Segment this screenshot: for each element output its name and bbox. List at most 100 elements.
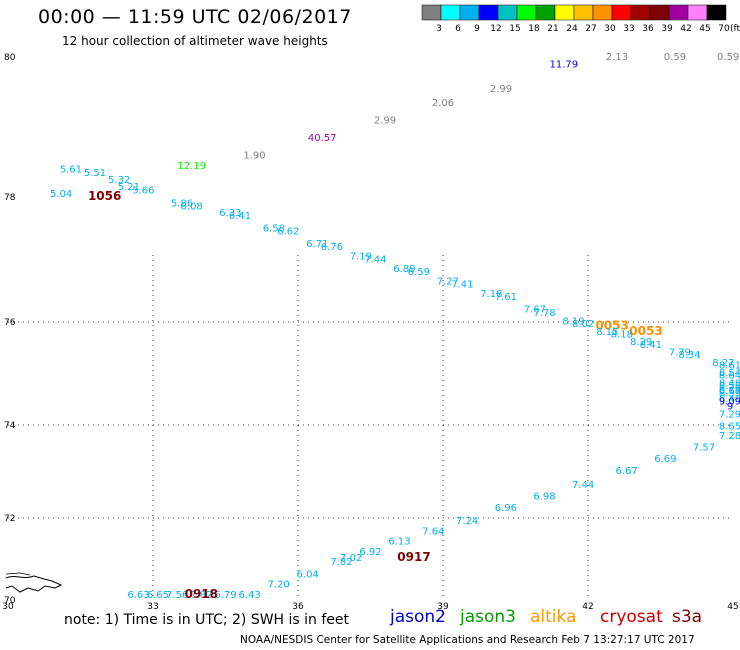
observation-labels: 5.61 5.515.325.215.66 5.04 1056 12.19 1.90 40.…	[50, 52, 740, 601]
wave-height-label: 5.66	[132, 186, 154, 197]
colorbar-label: 45	[699, 24, 710, 34]
legend-altika: altika	[530, 607, 577, 627]
wave-height-label: 7.57	[693, 443, 715, 454]
wave-height-label: 7.61	[495, 292, 517, 303]
colorbar-label: 70	[718, 24, 730, 34]
longitude-label: 30	[2, 602, 14, 612]
wave-height-label: 8.64	[719, 371, 740, 382]
wave-height-label: 8.15	[596, 327, 618, 338]
latitude-label: 74	[4, 421, 16, 431]
wave-height-label: 8.61	[719, 360, 740, 371]
wave-height-label: 6.71	[306, 239, 328, 250]
wave-height-label: 6.33	[219, 208, 241, 219]
colorbar-swatch	[516, 4, 537, 21]
wave-height-label: 7.24	[456, 516, 478, 527]
wave-height-label: 9.09	[719, 396, 740, 407]
colorbar-swatch	[706, 4, 727, 21]
wave-height-label: 6.89	[393, 264, 415, 275]
wave-height-label: 6.08	[181, 202, 203, 213]
wave-height-label: 7.64	[422, 526, 444, 537]
wave-height-label: 5.86	[171, 198, 193, 209]
wave-height-label: 7.82	[330, 557, 352, 568]
wave-height-label: 7.18	[480, 289, 502, 300]
map-subtitle: 12 hour collection of altimeter wave hei…	[62, 34, 328, 48]
colorbar-label: 18	[528, 24, 540, 34]
wave-height-label: 7.20	[268, 580, 290, 591]
wave-height-label: 7.79	[669, 347, 691, 358]
wave-height-label: 8.27	[712, 358, 734, 369]
latitude-label: 76	[4, 318, 16, 328]
legend-cryosat: cryosat	[600, 607, 663, 627]
colorbar-label: 3	[436, 24, 442, 34]
wave-height-label: 8.59	[719, 389, 740, 400]
pass-time-label: 0053	[629, 324, 662, 338]
wave-height-label: 5.51	[84, 168, 106, 179]
wave-height-label: 6.63	[127, 590, 149, 601]
colorbar-label: 36	[642, 24, 654, 34]
pass-time-label: 1056	[88, 189, 121, 203]
wave-height-label: 7.44	[572, 480, 594, 491]
wave-height-label: 5.32	[108, 175, 130, 186]
wave-height-label: 6.76	[321, 242, 343, 253]
colorbar-label: 6	[455, 24, 461, 34]
colorbar-swatch	[649, 4, 670, 21]
colorbar-swatch	[459, 4, 480, 21]
longitude-label: 45	[727, 602, 738, 612]
colorbar-label: 27	[585, 24, 596, 34]
colorbar-label: 33	[623, 24, 634, 34]
latitude-label: 80	[4, 53, 16, 63]
footnote: note: 1) Time is in UTC; 2) SWH is in fe…	[64, 612, 350, 628]
colorbar-swatch	[440, 4, 461, 21]
colorbar-swatch	[478, 4, 499, 21]
colorbar-swatch	[630, 4, 651, 21]
wave-height-label: 7.41	[451, 280, 473, 291]
wave-height-label: 6.49	[719, 394, 740, 405]
wave-height-label: 8.58	[719, 381, 740, 392]
coastline	[5, 572, 63, 593]
wave-height-label: 0.59	[664, 52, 686, 63]
wave-height-label: 6.77	[719, 386, 740, 397]
legend-jason3: jason3	[460, 607, 516, 627]
wave-height-label: 6.67	[616, 466, 638, 477]
wave-height-label: 8.48	[719, 378, 740, 389]
pass-time-label: 0053	[595, 319, 628, 333]
latitude-label: 78	[4, 193, 16, 203]
wave-height-label: 6.41	[229, 211, 251, 222]
colorbar-label: 39	[661, 24, 673, 34]
colorbar-label: 30	[604, 24, 616, 34]
wave-height-label: 40.57	[308, 133, 337, 144]
colorbar-label: 9	[474, 24, 480, 34]
wave-height-label: 6.62	[277, 227, 299, 238]
credit-line: NOAA/NESDIS Center for Satellite Applica…	[240, 634, 695, 646]
wave-height-label: 6.69	[654, 454, 676, 465]
wave-height-label: 5.61	[60, 165, 82, 176]
wave-height-label: 8.54	[719, 368, 740, 379]
wave-height-label: 8.19	[562, 317, 584, 328]
wave-height-label: 0.59	[717, 52, 739, 63]
colorbar-swatch	[611, 4, 632, 21]
wave-height-label: 2.06	[432, 98, 454, 109]
wave-height-label: 8.18	[611, 329, 633, 340]
wave-height-label: 5.04	[50, 189, 72, 200]
wave-height-label: 8.29	[630, 337, 652, 348]
wave-height-label: 7.56	[166, 590, 188, 601]
colorbar-label: 24	[566, 24, 578, 34]
wave-height-label: 8.69	[719, 386, 740, 397]
wave-height-label: 7.67	[524, 305, 546, 316]
wave-height-label: 6.04	[297, 569, 319, 580]
wave-height-label: 5.21	[118, 182, 140, 193]
map-title: 00:00 — 11:59 UTC 02/06/2017	[38, 6, 352, 28]
longitude-label: 42	[582, 602, 593, 612]
wave-height-label: 6.96	[495, 503, 517, 514]
wave-height-label: 7.19	[350, 252, 372, 263]
wave-height-label: 8.02	[572, 319, 594, 330]
colorbar-label: 42	[680, 24, 691, 34]
colorbar-swatch	[554, 4, 575, 21]
pass-time-label: 0918	[185, 587, 218, 601]
graticule	[8, 255, 733, 600]
wave-height-label: 2.99	[490, 84, 512, 95]
colorbar-label: 21	[547, 24, 558, 34]
longitude-label: 36	[292, 602, 304, 612]
